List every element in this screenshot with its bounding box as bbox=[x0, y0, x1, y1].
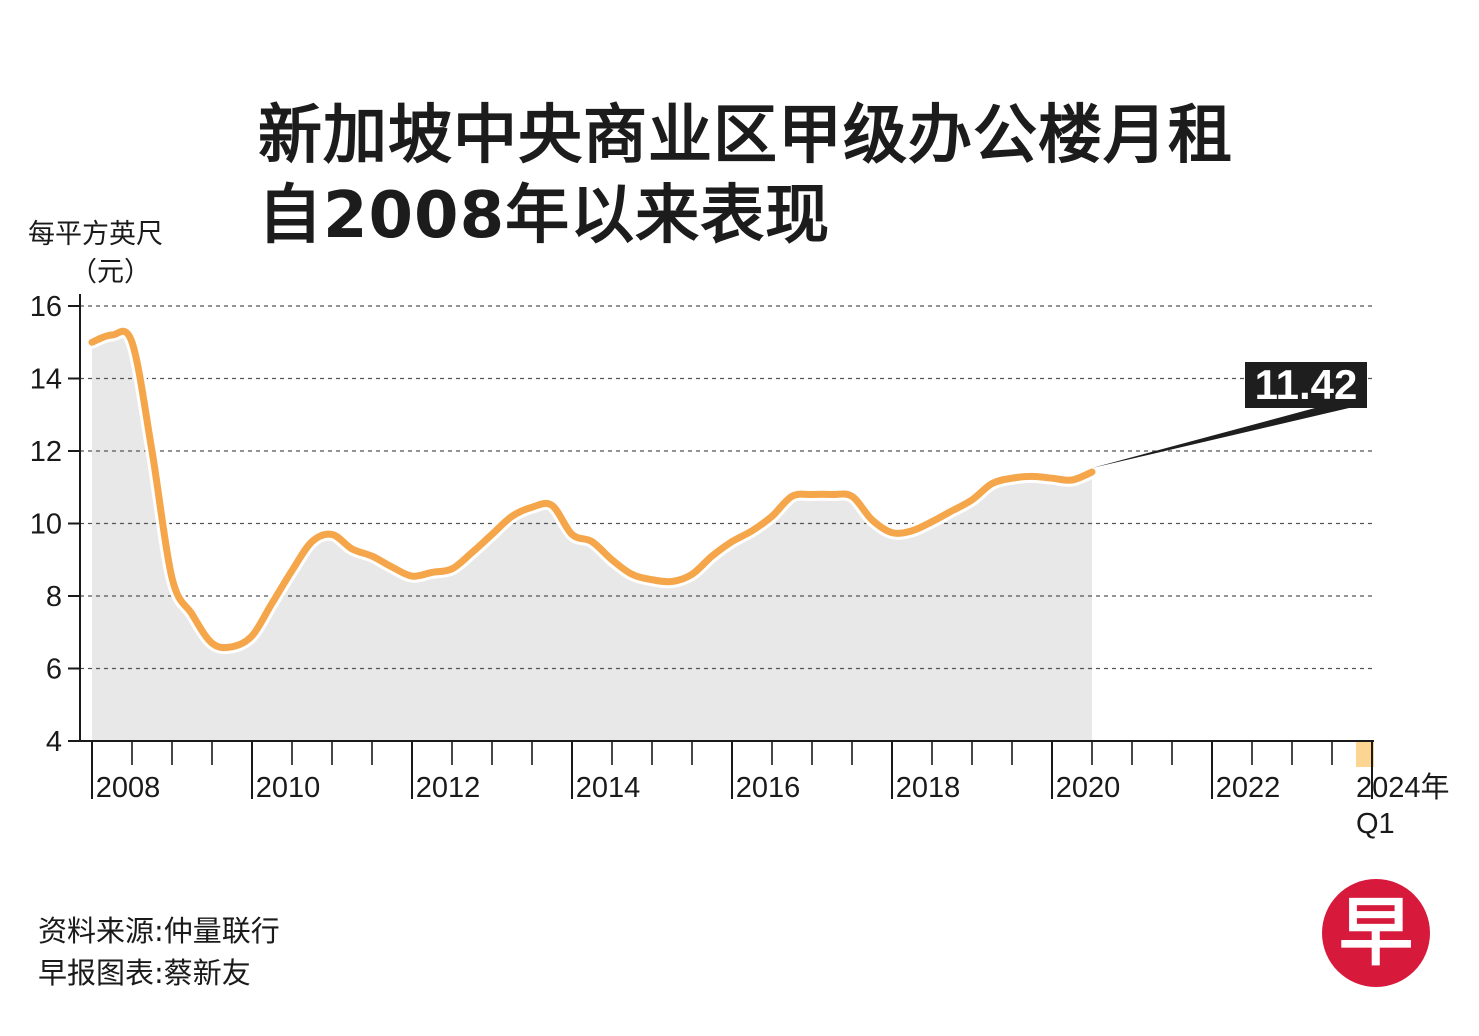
data-point bbox=[591, 541, 593, 543]
data-point bbox=[131, 341, 133, 343]
data-point bbox=[611, 559, 613, 561]
data-point bbox=[371, 555, 373, 557]
data-point bbox=[651, 579, 653, 581]
data-point bbox=[751, 530, 753, 532]
data-point bbox=[671, 581, 673, 582]
data-point bbox=[351, 548, 353, 550]
data-point bbox=[151, 450, 153, 452]
area-fill bbox=[92, 331, 1092, 741]
series-line bbox=[88, 327, 1096, 652]
x-year-label: 2010 bbox=[256, 772, 321, 804]
data-point bbox=[191, 613, 193, 615]
source-line: 资料来源:仲量联行 bbox=[38, 914, 280, 948]
data-point bbox=[811, 494, 813, 495]
data-point bbox=[451, 568, 453, 570]
data-point bbox=[871, 519, 873, 521]
data-point bbox=[571, 533, 573, 535]
data-point bbox=[1031, 475, 1033, 477]
data-point bbox=[391, 566, 393, 568]
data-point bbox=[91, 341, 93, 343]
data-point bbox=[491, 533, 493, 535]
y-axis-unit-line2: （元） bbox=[70, 257, 151, 288]
data-point bbox=[431, 571, 433, 573]
data-point bbox=[771, 515, 773, 517]
source-credit: 资料来源:仲量联行 早报图表:蔡新友 bbox=[38, 910, 280, 994]
data-point bbox=[1091, 471, 1093, 473]
data-point bbox=[551, 504, 553, 506]
y-tick-label: 12 bbox=[30, 436, 62, 468]
y-tick-label: 6 bbox=[46, 654, 62, 686]
data-point bbox=[791, 495, 793, 497]
data-point bbox=[931, 521, 933, 523]
graphic-credit-line: 早报图表:蔡新友 bbox=[38, 956, 251, 990]
data-point bbox=[731, 541, 733, 543]
data-point bbox=[531, 506, 533, 508]
data-point bbox=[691, 573, 693, 575]
data-point bbox=[251, 635, 253, 637]
y-tick-label: 4 bbox=[46, 726, 62, 758]
data-point bbox=[511, 515, 513, 517]
x-last-label-quarter: Q1 bbox=[1356, 808, 1395, 840]
data-point bbox=[851, 495, 853, 497]
data-point bbox=[211, 642, 213, 644]
data-point bbox=[971, 499, 973, 501]
data-point bbox=[471, 552, 473, 553]
data-point bbox=[111, 334, 113, 336]
chart-title-line1: 新加坡中央商业区甲级办公楼月租 bbox=[258, 99, 1233, 173]
data-point bbox=[991, 483, 993, 485]
x-year-label: 2018 bbox=[896, 772, 961, 804]
x-last-label-year: 2024年 bbox=[1356, 771, 1450, 804]
data-point bbox=[951, 510, 953, 512]
chart-title-line2: 自2008年以来表现 bbox=[258, 179, 831, 253]
data-point bbox=[1071, 479, 1073, 481]
data-point bbox=[411, 575, 413, 577]
callout-pointer bbox=[1092, 408, 1349, 469]
y-axis-unit: 每平方英尺 （元） bbox=[28, 216, 163, 292]
x-year-label: 2022 bbox=[1216, 772, 1281, 804]
data-point bbox=[311, 541, 313, 543]
data-point bbox=[911, 530, 913, 532]
data-point bbox=[331, 533, 333, 535]
x-year-label: 2012 bbox=[416, 772, 481, 804]
x-year-label: 2008 bbox=[96, 772, 161, 804]
callout-value: 11.42 bbox=[1255, 361, 1358, 408]
data-point bbox=[711, 555, 713, 557]
x-year-label: 2016 bbox=[736, 772, 801, 804]
y-tick-label: 16 bbox=[30, 291, 62, 323]
data-point bbox=[271, 602, 273, 604]
zaobao-logo: 早 bbox=[1322, 879, 1430, 987]
data-point bbox=[1011, 477, 1013, 479]
callout-box bbox=[1245, 362, 1367, 408]
data-point bbox=[891, 532, 893, 534]
x-year-label: 2014 bbox=[576, 772, 641, 804]
y-tick-label: 10 bbox=[30, 509, 62, 541]
latest-quarter-highlight bbox=[1356, 741, 1374, 767]
zaobao-logo-glyph: 早 bbox=[1339, 890, 1413, 976]
data-point bbox=[1051, 477, 1053, 479]
y-tick-label: 8 bbox=[46, 581, 62, 613]
data-point bbox=[231, 646, 233, 648]
y-axis-unit-line1: 每平方英尺 bbox=[28, 219, 163, 250]
data-point bbox=[631, 573, 633, 575]
data-point bbox=[831, 494, 833, 495]
y-tick-label: 14 bbox=[30, 364, 62, 396]
data-point bbox=[291, 570, 293, 572]
data-point bbox=[171, 577, 173, 579]
x-year-label: 2020 bbox=[1056, 772, 1121, 804]
chart-title: 新加坡中央商业区甲级办公楼月租 自2008年以来表现 bbox=[258, 96, 1408, 256]
